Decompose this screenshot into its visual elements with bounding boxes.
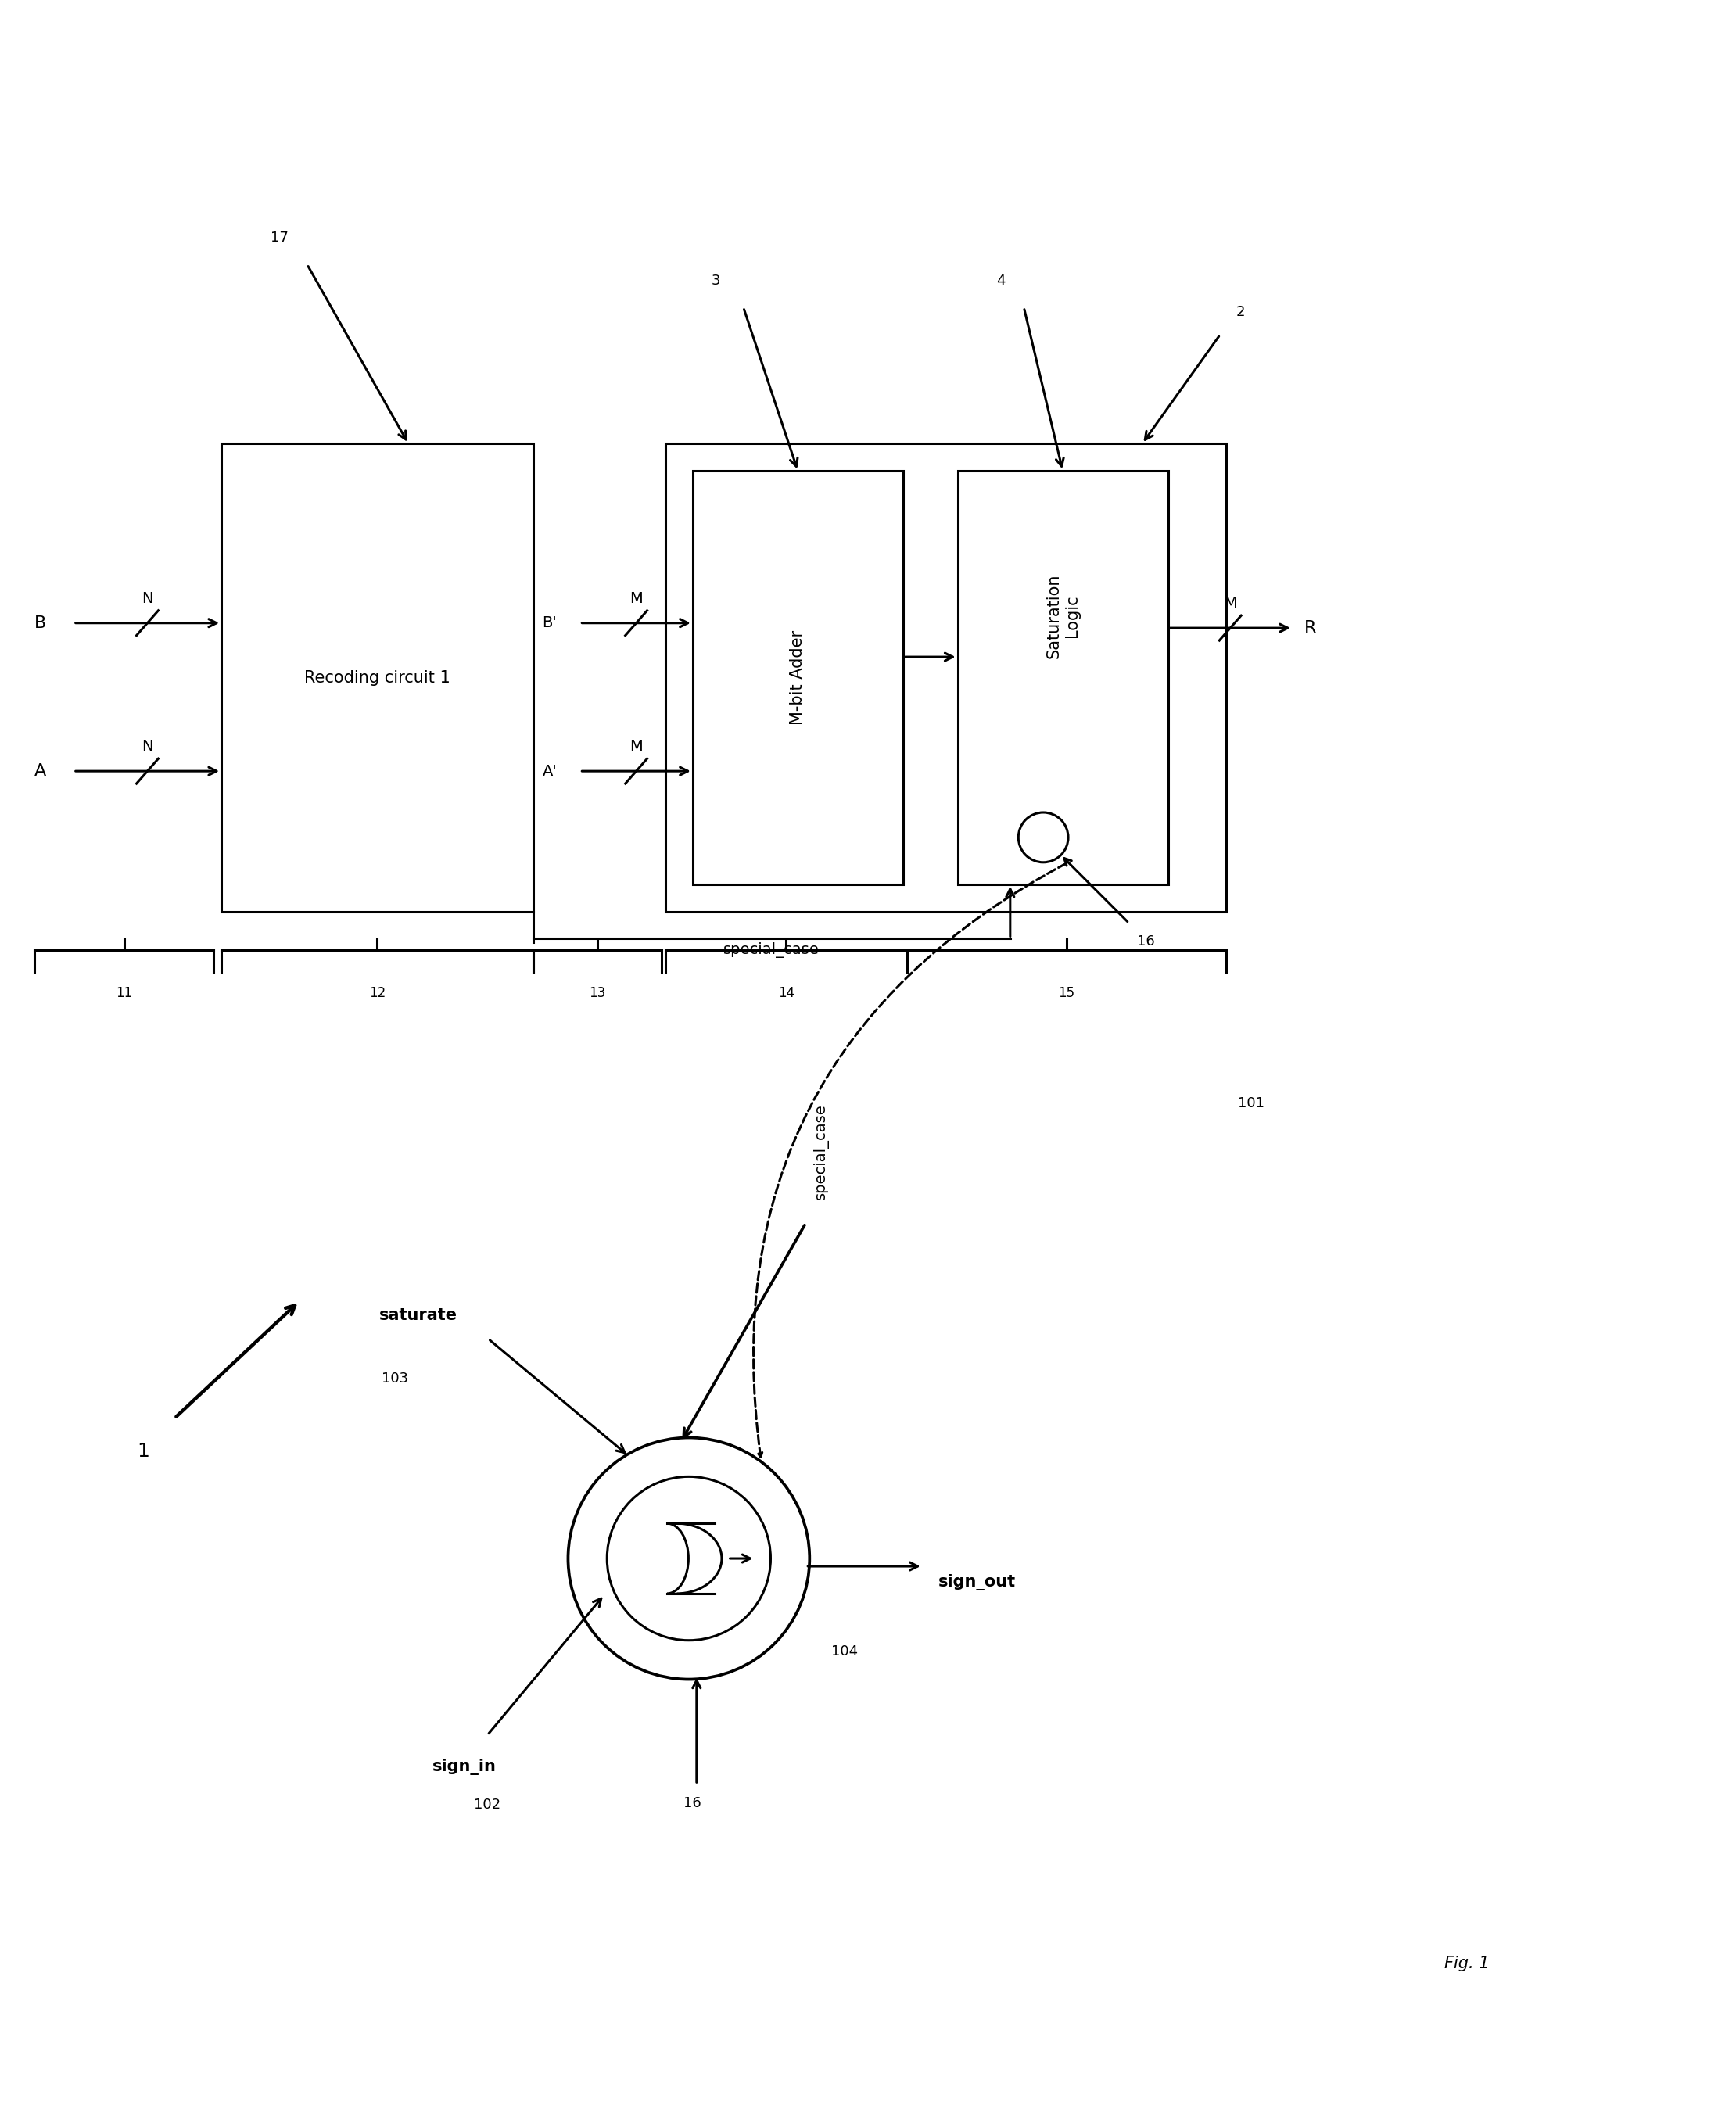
Text: R: R [1304, 620, 1316, 635]
Text: 17: 17 [271, 231, 288, 244]
Bar [665, 444, 1226, 911]
Circle shape [568, 1437, 809, 1679]
Text: A': A' [542, 764, 557, 779]
Text: M: M [1224, 597, 1236, 611]
Text: Fig. 1: Fig. 1 [1444, 1955, 1489, 1972]
Text: special_case: special_case [814, 1104, 830, 1199]
Text: 101: 101 [1238, 1095, 1264, 1110]
Text: B': B' [542, 616, 557, 631]
Text: A: A [35, 764, 47, 779]
Text: 3: 3 [712, 274, 720, 289]
Text: sign_in: sign_in [432, 1758, 496, 1775]
Text: 12: 12 [368, 987, 385, 1000]
Text: B: B [35, 616, 47, 631]
Text: 2: 2 [1236, 306, 1245, 318]
Bar [958, 471, 1168, 883]
Text: 1: 1 [137, 1442, 149, 1461]
Circle shape [1019, 813, 1068, 862]
Text: 16: 16 [1137, 934, 1154, 949]
Text: 13: 13 [589, 987, 606, 1000]
Text: 16: 16 [684, 1796, 701, 1811]
Text: N: N [142, 590, 153, 605]
Text: Recoding circuit 1: Recoding circuit 1 [304, 669, 450, 686]
Bar [693, 471, 903, 883]
Text: 4: 4 [996, 274, 1005, 289]
Circle shape [608, 1478, 771, 1641]
Text: M-bit Adder: M-bit Adder [790, 631, 806, 724]
Text: M: M [630, 590, 642, 605]
Text: special_case: special_case [724, 943, 819, 957]
Text: 102: 102 [474, 1798, 500, 1811]
Text: sign_out: sign_out [937, 1573, 1016, 1590]
Text: N: N [142, 739, 153, 754]
Text: 14: 14 [778, 987, 795, 1000]
Text: 104: 104 [832, 1643, 858, 1658]
Text: Saturation
Logic: Saturation Logic [1045, 573, 1080, 658]
Text: 15: 15 [1059, 987, 1075, 1000]
Text: 11: 11 [116, 987, 132, 1000]
Text: 103: 103 [382, 1371, 408, 1386]
Text: M: M [630, 739, 642, 754]
Bar [222, 444, 533, 911]
Text: saturate: saturate [378, 1308, 457, 1323]
